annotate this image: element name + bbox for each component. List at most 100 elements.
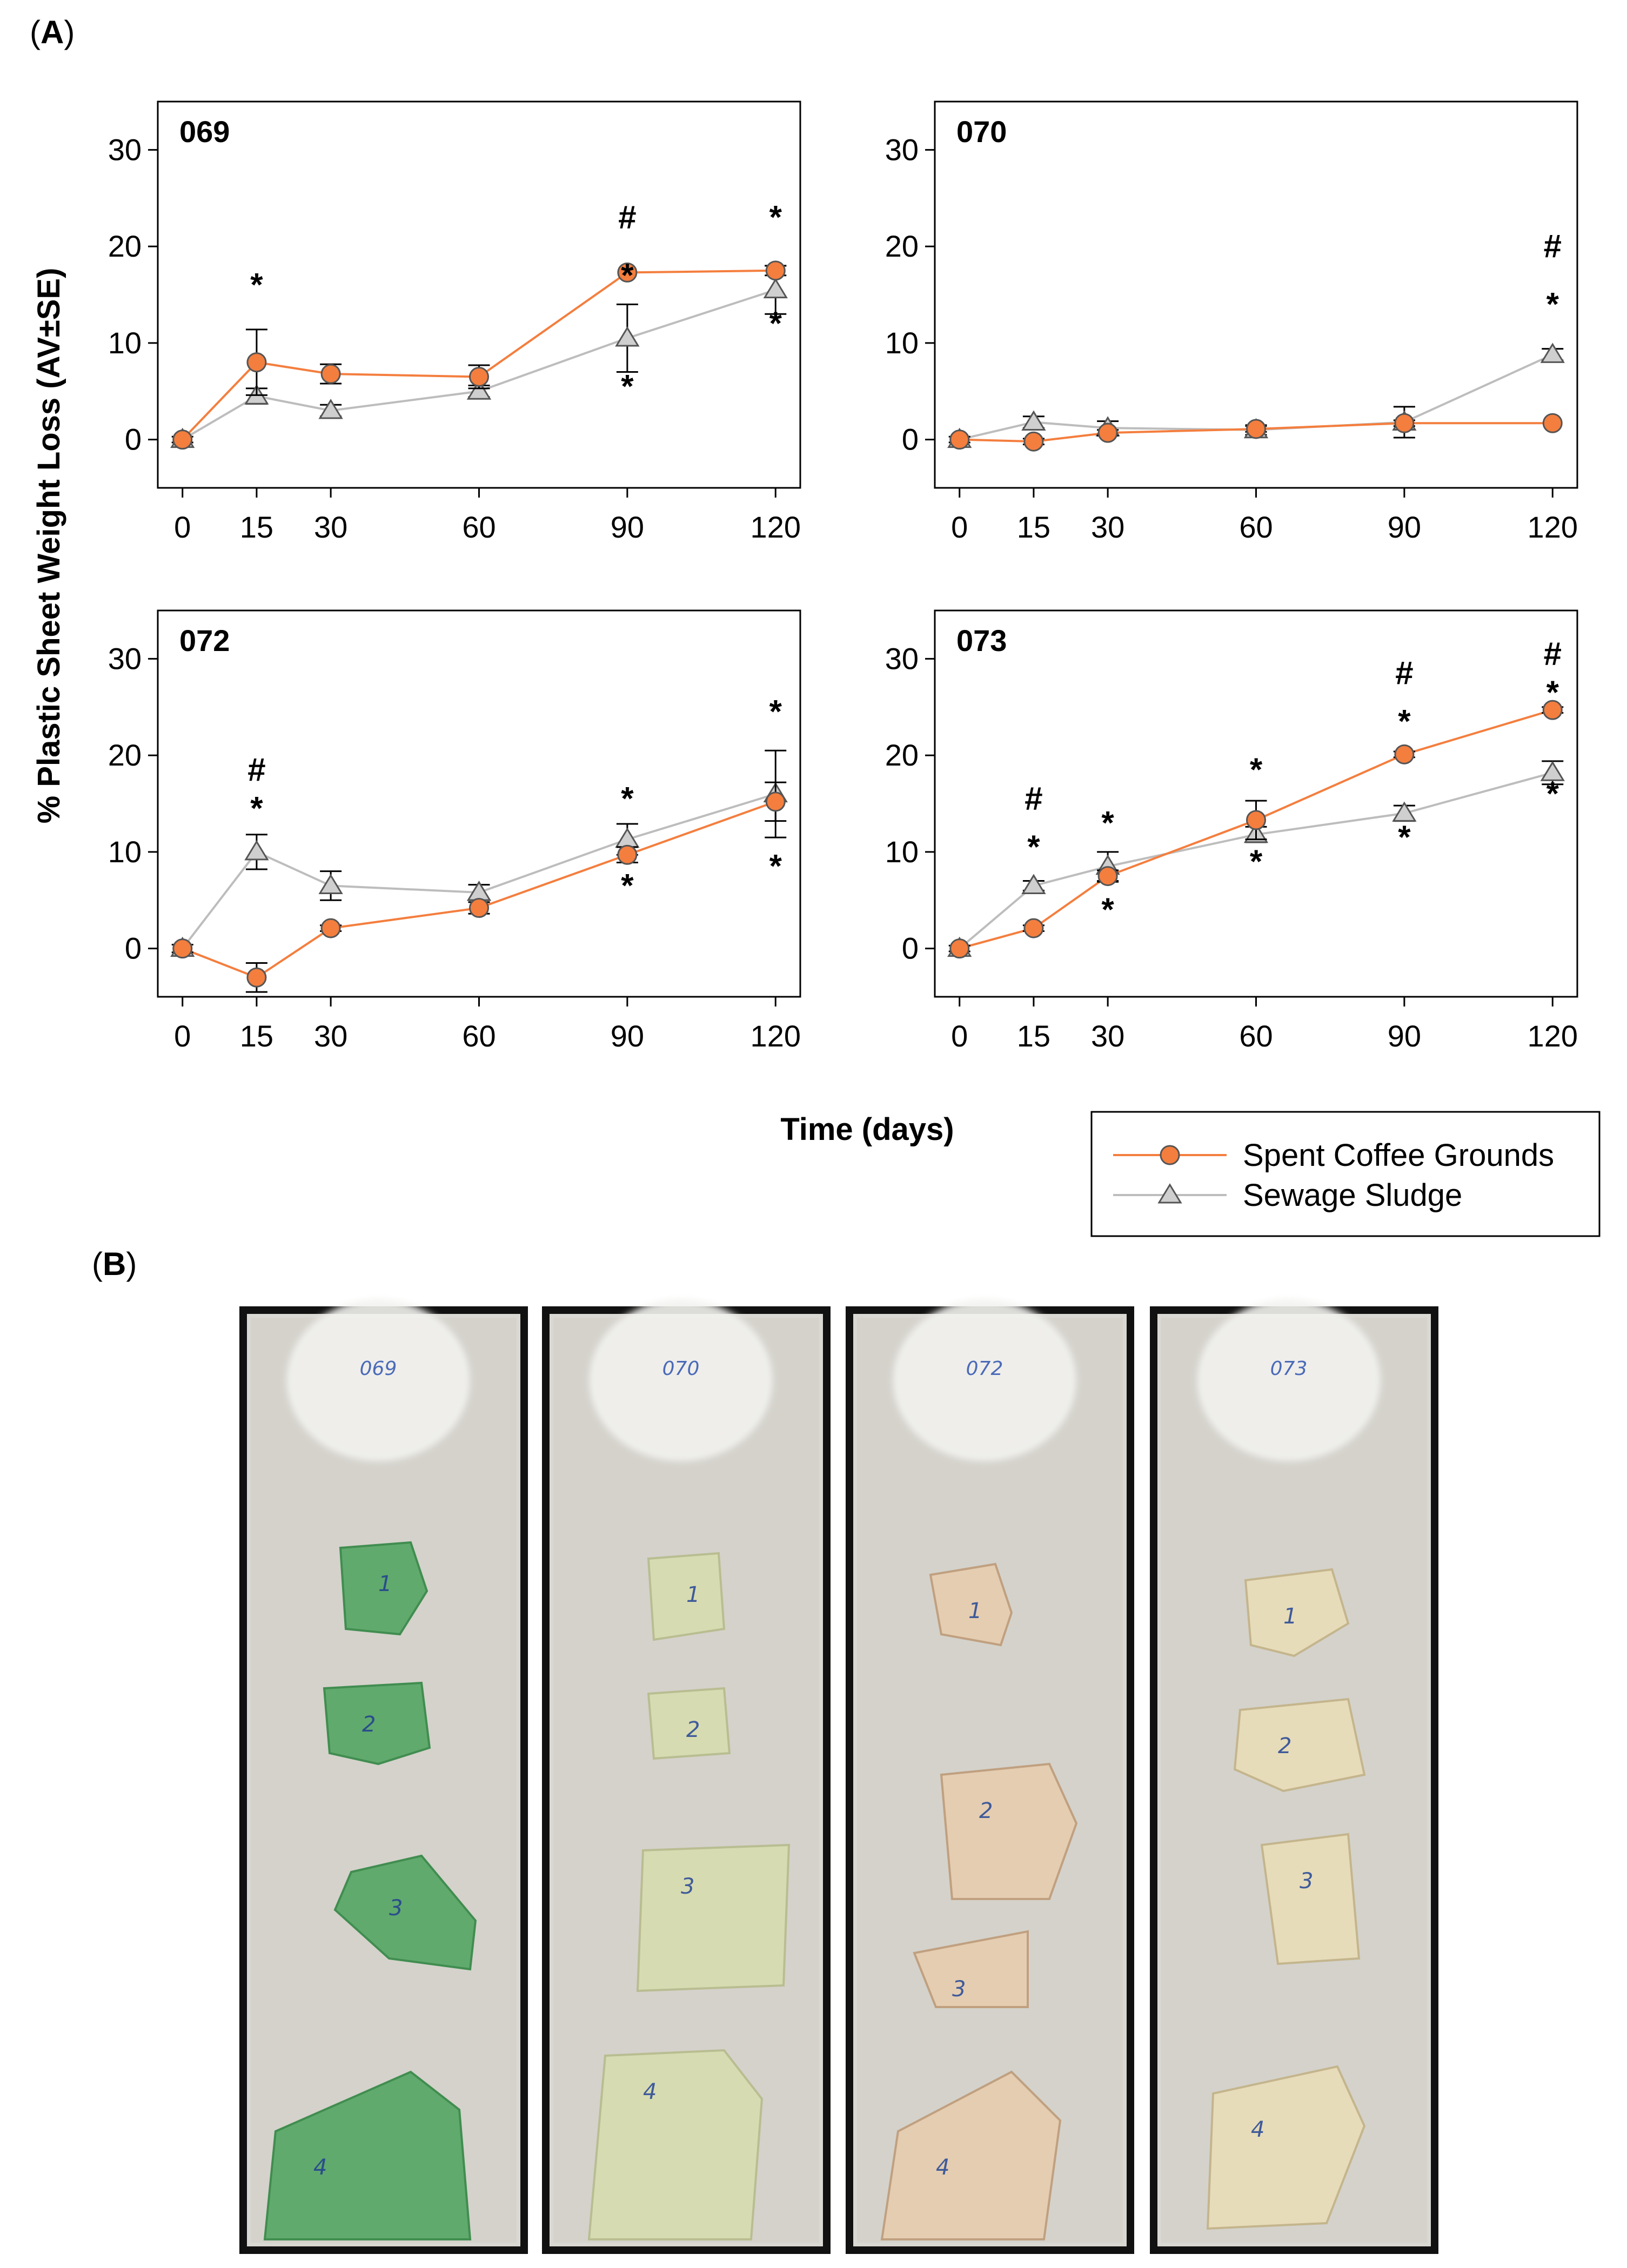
annotation-asterisk: * xyxy=(1027,829,1040,865)
panel-b-label: (B) xyxy=(92,1246,137,1282)
data-point-coffee xyxy=(172,430,193,450)
y-tick-label: 10 xyxy=(108,835,142,869)
panel-a-label: (A) xyxy=(30,14,75,50)
y-tick-label: 30 xyxy=(885,641,919,675)
plastic-sheet xyxy=(940,1762,1078,1900)
data-point-sludge xyxy=(1392,801,1417,822)
data-point-coffee xyxy=(172,938,193,959)
data-point-sludge xyxy=(1540,343,1565,363)
plastic-sheet xyxy=(339,1541,428,1636)
plot-frame xyxy=(157,100,801,489)
plastic-sheet xyxy=(1206,2065,1366,2230)
data-point-coffee xyxy=(617,844,638,865)
data-point-sludge xyxy=(763,278,788,299)
annotation-asterisk: * xyxy=(621,368,634,404)
photo-strip: 069 1 2 3 4 070 1 2 3 4 072 1 2 3 4 073 1 2 3 4 xyxy=(239,1299,1438,2254)
annotation-asterisk: * xyxy=(1546,286,1559,322)
plastic-sheet xyxy=(1260,1833,1361,1965)
x-tick-label: 0 xyxy=(951,1019,968,1053)
sheet-number: 2 xyxy=(686,1717,700,1742)
series-line-sludge xyxy=(959,771,1553,950)
data-point-coffee xyxy=(320,364,341,384)
panel-title: 070 xyxy=(956,115,1007,149)
sheet-number: 1 xyxy=(378,1572,392,1596)
data-point-coffee xyxy=(1394,413,1415,433)
sheet-number: 2 xyxy=(1278,1734,1291,1759)
annotation-asterisk: * xyxy=(621,867,634,903)
y-tick-label: 30 xyxy=(108,132,142,166)
series-line-coffee xyxy=(182,269,776,441)
annotation-hash: # xyxy=(1025,781,1042,817)
container-label: 072 xyxy=(966,1358,1003,1380)
data-point-coffee xyxy=(765,260,786,281)
legend-marker-coffee xyxy=(1160,1145,1180,1165)
x-tick-label: 120 xyxy=(1528,1019,1578,1053)
x-tick-label: 90 xyxy=(1388,1019,1421,1053)
plastic-sheet xyxy=(880,2070,1062,2240)
sheet-number: 4 xyxy=(313,2155,327,2180)
data-point-coffee xyxy=(1246,810,1266,830)
annotation-asterisk: * xyxy=(769,305,782,341)
data-point-sludge xyxy=(244,840,269,861)
legend: Spent Coffee Grounds Sewage Sludge xyxy=(1090,1111,1601,1237)
data-point-coffee xyxy=(469,366,489,387)
plastic-sheet xyxy=(323,1681,431,1766)
data-point-coffee xyxy=(1394,744,1415,764)
y-tick-label: 30 xyxy=(885,132,919,166)
annotation-hash: # xyxy=(1544,228,1562,264)
data-point-coffee xyxy=(1097,866,1118,887)
data-point-coffee xyxy=(1246,419,1266,439)
sheet-number: 1 xyxy=(686,1582,700,1607)
sheet-number: 1 xyxy=(1283,1604,1297,1629)
annotation-asterisk: * xyxy=(1546,776,1559,812)
x-tick-label: 120 xyxy=(751,1019,801,1053)
plastic-sheet xyxy=(636,1843,791,1992)
plastic-sheet xyxy=(333,1854,477,1971)
data-point-sludge xyxy=(1021,410,1046,431)
data-point-coffee xyxy=(246,967,267,988)
sheet-number: 3 xyxy=(1300,1869,1313,1894)
annotation-hash: # xyxy=(247,751,265,788)
data-point-coffee xyxy=(765,791,786,812)
annotation-asterisk: * xyxy=(250,790,263,826)
annotation-asterisk: * xyxy=(1398,703,1411,740)
x-tick-label: 15 xyxy=(240,1019,273,1053)
data-point-coffee xyxy=(469,898,489,918)
y-tick-label: 20 xyxy=(885,738,919,772)
x-tick-label: 30 xyxy=(1091,1019,1124,1053)
sheet-number: 3 xyxy=(952,1977,966,2002)
y-tick-label: 0 xyxy=(125,422,142,457)
y-tick-label: 20 xyxy=(885,229,919,263)
y-tick-label: 10 xyxy=(108,326,142,360)
annotation-asterisk: * xyxy=(769,848,782,884)
panel-title: 069 xyxy=(179,115,230,149)
x-tick-label: 0 xyxy=(174,510,191,544)
annotation-asterisk: * xyxy=(621,257,634,293)
data-point-sludge xyxy=(615,326,640,347)
annotation-asterisk: * xyxy=(1546,674,1559,710)
plastic-sheet xyxy=(647,1552,726,1641)
data-point-coffee xyxy=(1097,422,1118,443)
data-point-coffee xyxy=(320,918,341,938)
sheet-number: 4 xyxy=(643,2079,657,2104)
annotation-asterisk: * xyxy=(1250,843,1263,880)
x-tick-label: 0 xyxy=(174,1019,191,1053)
y-axis-label: % Plastic Sheet Weight Loss (AV±SE) xyxy=(31,268,66,824)
panel-title: 073 xyxy=(956,623,1007,657)
series-line-sludge xyxy=(182,288,776,441)
data-point-sludge xyxy=(466,379,492,400)
plot-frame xyxy=(157,609,801,998)
sheet-number: 2 xyxy=(362,1712,376,1737)
annotation-asterisk: * xyxy=(769,694,782,730)
plastic-sheet xyxy=(1244,1568,1350,1658)
data-point-sludge xyxy=(318,874,343,894)
data-point-coffee xyxy=(949,938,970,959)
annotation-asterisk: * xyxy=(1250,751,1263,788)
x-tick-label: 90 xyxy=(611,1019,644,1053)
annotation-hash: # xyxy=(1395,655,1413,691)
sheet-number: 1 xyxy=(968,1599,982,1623)
x-tick-label: 0 xyxy=(951,510,968,544)
legend-label-coffee: Spent Coffee Grounds xyxy=(1243,1138,1554,1173)
